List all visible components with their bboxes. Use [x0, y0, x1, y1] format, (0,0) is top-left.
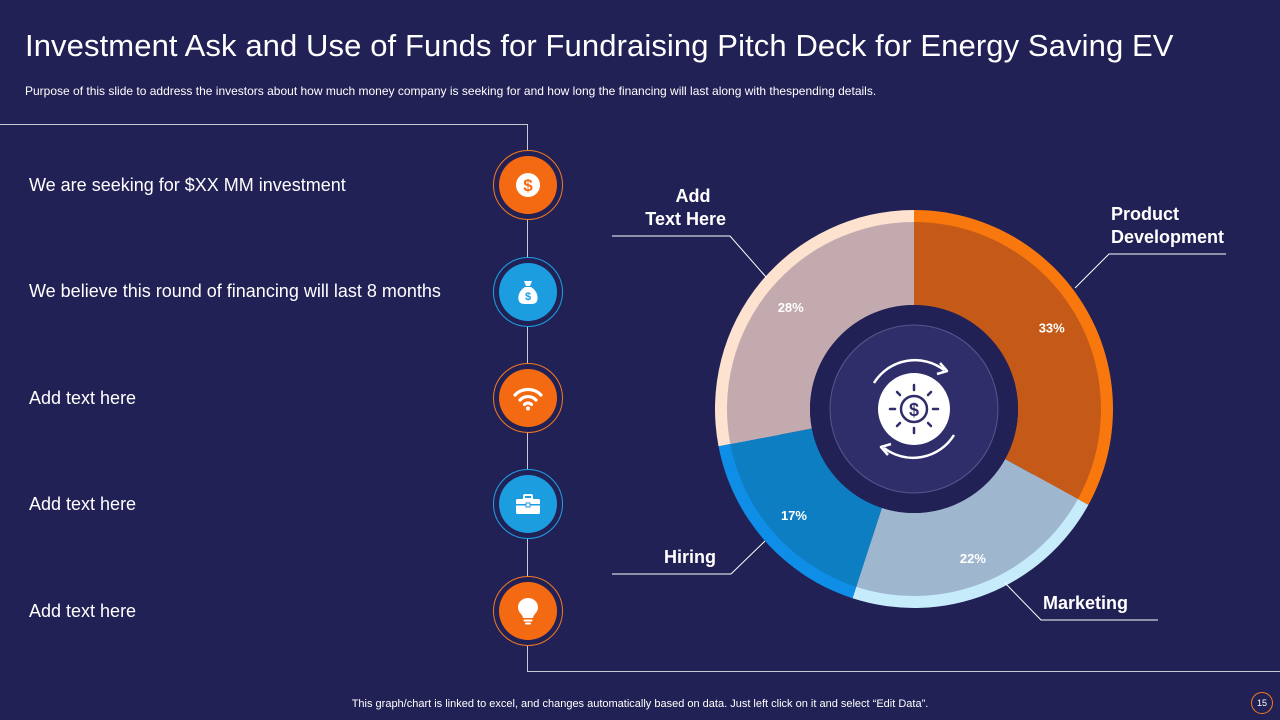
donut-value-label-marketing: 22% — [960, 551, 986, 566]
leader-line-hiring — [612, 540, 766, 575]
chart-label-marketing: Marketing — [1043, 593, 1129, 613]
donut-value-label-other: 28% — [778, 300, 804, 315]
item-text-financing: We believe this round of financing will … — [29, 281, 441, 301]
svg-text:$: $ — [525, 291, 531, 303]
dollar-coin-icon: $ — [499, 156, 557, 214]
wifi-icon-ring — [493, 363, 563, 433]
donut-segment-product — [914, 221, 1101, 500]
chart-label-product: Product Development — [1111, 203, 1224, 249]
lightbulb-icon — [499, 582, 557, 640]
dollar-cycle-icon: $ — [872, 358, 956, 460]
frame-line-top — [0, 124, 528, 125]
briefcase-icon-ring — [493, 469, 563, 539]
money-bag-icon-ring: $ — [493, 257, 563, 327]
donut-value-label-hiring: 17% — [781, 508, 807, 523]
money-bag-icon: $ — [499, 263, 557, 321]
slide-title: Investment Ask and Use of Funds for Fund… — [25, 28, 1174, 63]
leader-line-marketing — [1004, 582, 1158, 621]
donut-segment-marketing — [856, 459, 1078, 597]
donut-value-label-product: 33% — [1039, 321, 1065, 336]
item-text-3: Add text here — [29, 388, 137, 408]
chart-label-other-line2: Text Here — [645, 209, 726, 229]
chart-label-other-line1: Add — [675, 186, 711, 206]
chart-label-hiring: Hiring — [664, 547, 716, 567]
dollar-coin-icon-ring: $ — [493, 150, 563, 220]
frame-line-bottom — [527, 671, 1280, 672]
chart-label-product-line2: Development — [1111, 227, 1225, 247]
briefcase-icon — [499, 475, 557, 533]
wifi-icon — [499, 369, 557, 427]
leader-line-product — [1074, 253, 1226, 289]
donut-segment-other — [727, 222, 914, 445]
svg-text:$: $ — [909, 400, 919, 420]
chart-label-product-line1: Product — [1111, 204, 1180, 224]
slide-subtitle: Purpose of this slide to address the inv… — [25, 84, 877, 98]
item-text-investment: We are seeking for $XX MM investment — [29, 175, 346, 195]
page-number: 15 — [1251, 692, 1273, 714]
donut-segment-hiring — [730, 428, 882, 587]
item-text-4: Add text here — [29, 494, 137, 514]
svg-text:$: $ — [523, 176, 533, 195]
lightbulb-icon-ring — [493, 576, 563, 646]
footer-note: This graph/chart is linked to excel, and… — [351, 698, 929, 710]
leader-line-other — [612, 235, 767, 278]
chart-label-other: Add Text Here — [620, 185, 726, 231]
item-text-5: Add text here — [29, 601, 137, 621]
